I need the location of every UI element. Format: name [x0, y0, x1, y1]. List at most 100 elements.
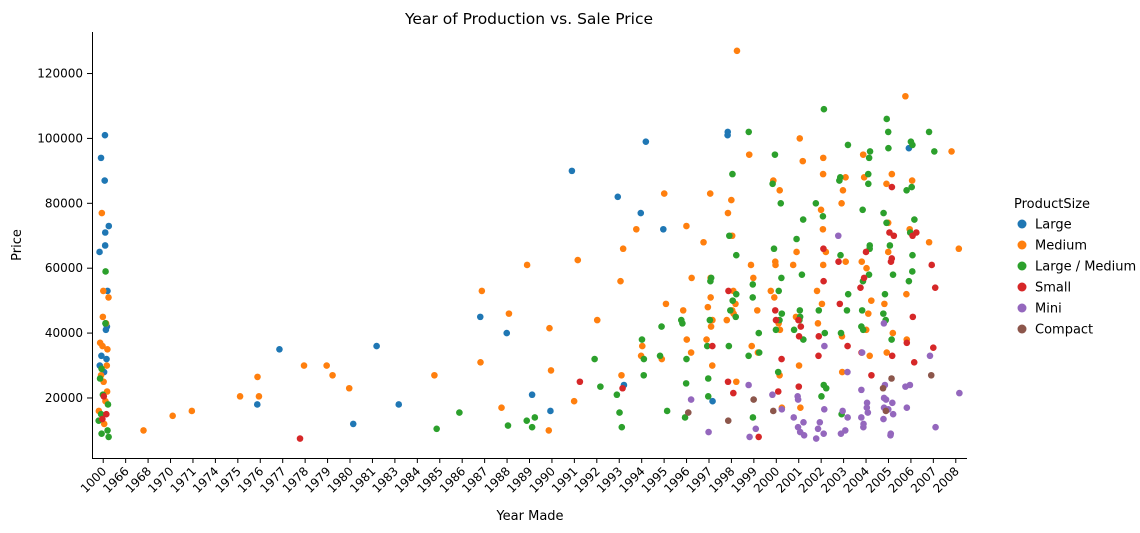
data-point — [817, 206, 825, 214]
data-point — [814, 320, 822, 327]
data-point — [576, 378, 584, 386]
data-point — [778, 310, 786, 317]
data-point — [930, 344, 937, 351]
data-point — [96, 375, 104, 382]
data-point — [815, 333, 823, 340]
data-point — [188, 407, 196, 415]
data-point — [769, 180, 776, 188]
data-point — [889, 329, 897, 337]
data-point — [431, 371, 438, 379]
data-point — [796, 307, 804, 314]
data-point — [528, 423, 536, 431]
data-point — [300, 362, 308, 369]
data-point — [96, 248, 103, 256]
chart-title: Year of Production vs. Sale Price — [404, 10, 653, 28]
data-point — [663, 407, 671, 415]
data-point — [797, 323, 805, 330]
data-point — [838, 200, 845, 207]
data-point — [707, 294, 714, 301]
data-point — [614, 193, 622, 201]
data-point — [723, 316, 731, 324]
y-tick-label: 40000 — [45, 326, 83, 340]
data-point — [868, 371, 875, 379]
data-point — [724, 209, 732, 217]
data-point — [707, 323, 715, 330]
data-point — [815, 352, 822, 360]
data-point — [838, 368, 846, 376]
data-point — [98, 352, 105, 360]
data-point — [732, 313, 740, 321]
data-point — [819, 154, 827, 162]
data-point — [504, 422, 512, 429]
legend-label: Large — [1035, 218, 1072, 233]
legend-label: Mini — [1035, 302, 1062, 317]
data-point — [799, 216, 807, 223]
data-point — [105, 433, 112, 441]
data-point — [679, 320, 686, 327]
data-point — [790, 414, 798, 421]
data-point — [790, 326, 798, 334]
data-point — [505, 310, 513, 317]
data-point — [656, 352, 664, 360]
data-point — [169, 412, 176, 420]
data-point — [456, 409, 463, 416]
data-point — [733, 47, 741, 55]
data-point — [640, 355, 648, 363]
data-point — [373, 342, 380, 350]
legend: ProductSize Large Medium Large / Medium Sma… — [1014, 197, 1136, 338]
data-point — [732, 290, 740, 298]
data-point — [888, 336, 895, 343]
data-point — [745, 352, 752, 360]
data-point — [528, 391, 536, 399]
data-point — [863, 264, 870, 272]
data-point — [795, 333, 803, 340]
data-point — [769, 407, 777, 415]
data-point — [772, 326, 780, 334]
data-point — [837, 251, 844, 259]
data-point — [728, 196, 735, 204]
data-point — [858, 349, 866, 356]
data-point — [545, 427, 553, 434]
data-point — [821, 342, 828, 350]
data-point — [574, 256, 582, 264]
data-point — [883, 349, 891, 356]
data-point — [682, 380, 690, 387]
data-point — [725, 287, 732, 295]
data-point — [956, 389, 963, 397]
data-point — [101, 131, 109, 139]
data-point — [705, 428, 712, 436]
data-point — [140, 427, 147, 434]
data-point — [858, 386, 865, 394]
data-point — [593, 316, 601, 324]
data-point — [329, 371, 336, 379]
data-point — [749, 281, 757, 288]
data-point — [772, 261, 779, 269]
data-point — [755, 349, 763, 356]
data-point — [102, 326, 110, 334]
data-point — [687, 396, 695, 403]
data-point — [345, 384, 353, 392]
data-point — [704, 375, 712, 382]
data-point — [105, 222, 113, 230]
data-point — [755, 329, 763, 337]
data-point — [729, 170, 736, 178]
series-small — [99, 183, 939, 442]
data-point — [591, 355, 598, 363]
data-point — [770, 245, 778, 253]
data-point — [778, 355, 785, 363]
data-point — [863, 399, 871, 407]
data-point — [724, 417, 732, 424]
data-point — [931, 148, 938, 155]
data-point — [948, 148, 955, 155]
data-point — [726, 232, 733, 240]
data-point — [97, 154, 105, 162]
data-point — [619, 245, 627, 253]
data-point — [531, 414, 539, 421]
data-point — [844, 368, 851, 376]
data-point — [101, 229, 109, 236]
data-point — [683, 355, 690, 363]
data-point — [812, 200, 820, 207]
y-axis-ticks: 20000 40000 60000 80000 100000 120000 — [37, 67, 92, 405]
data-point — [928, 261, 936, 269]
data-point — [597, 383, 604, 390]
